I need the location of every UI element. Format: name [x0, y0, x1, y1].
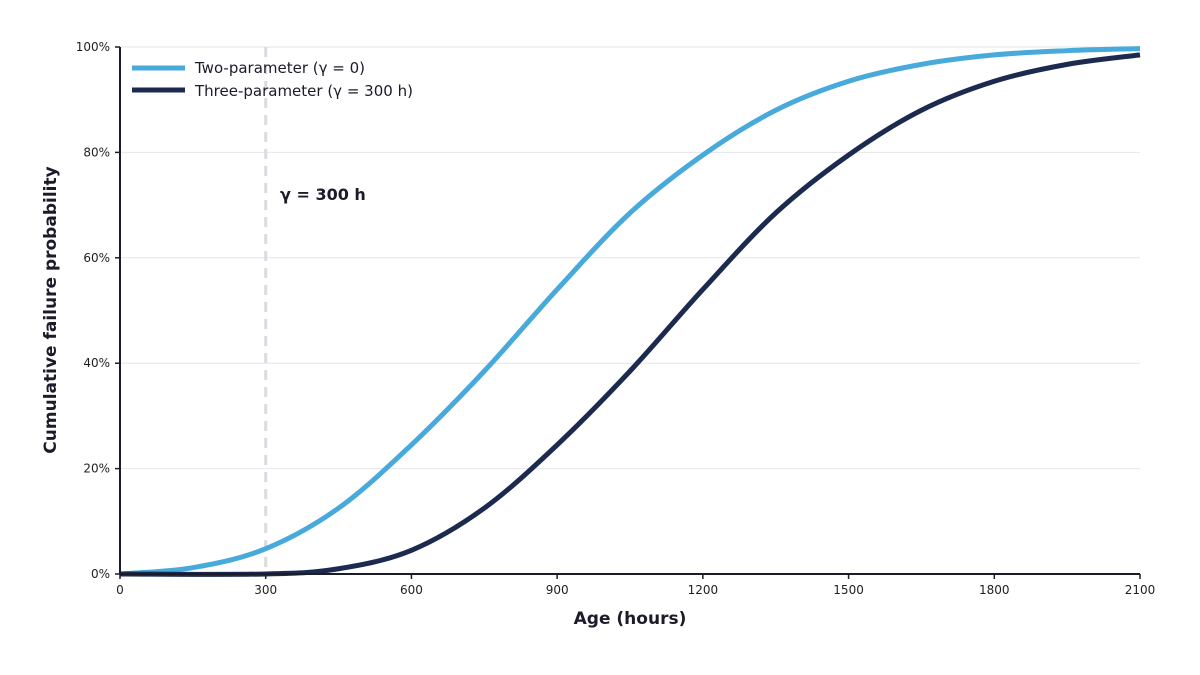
- x-tick-label: 2100: [1125, 583, 1156, 597]
- series-lines: [119, 46, 1141, 577]
- y-tick-label: 100%: [76, 40, 110, 54]
- legend: Two-parameter (γ = 0) Three-parameter (γ…: [132, 59, 413, 100]
- x-tick-label: 300: [254, 583, 277, 597]
- y-tick-label: 60%: [83, 251, 110, 265]
- y-tick-label: 0%: [91, 567, 110, 581]
- x-ticks: 0 300 600 900 1200 1500 1800 2100: [116, 574, 1155, 597]
- gridlines: [120, 46, 1140, 470]
- x-tick-label: 1500: [833, 583, 864, 597]
- x-tick-label: 1200: [688, 583, 719, 597]
- x-tick-label: 0: [116, 583, 124, 597]
- y-tick-label: 20%: [83, 462, 110, 476]
- y-tick-label: 40%: [83, 356, 110, 370]
- x-tick-label: 600: [400, 583, 423, 597]
- gamma-annotation: γ = 300 h: [280, 185, 366, 204]
- legend-label-two-parameter: Two-parameter (γ = 0): [194, 59, 365, 77]
- y-ticks: 0% 20% 40% 60% 80% 100%: [76, 40, 120, 581]
- legend-label-three-parameter: Three-parameter (γ = 300 h): [194, 82, 413, 100]
- x-tick-label: 900: [546, 583, 569, 597]
- y-tick-label: 80%: [83, 145, 110, 159]
- x-tick-label: 1800: [979, 583, 1010, 597]
- y-axis-title: Cumulative failure probability: [41, 166, 61, 453]
- x-axis-title: Age (hours): [574, 609, 687, 629]
- series-line-0: [119, 46, 1141, 577]
- series-line-1: [119, 52, 1141, 577]
